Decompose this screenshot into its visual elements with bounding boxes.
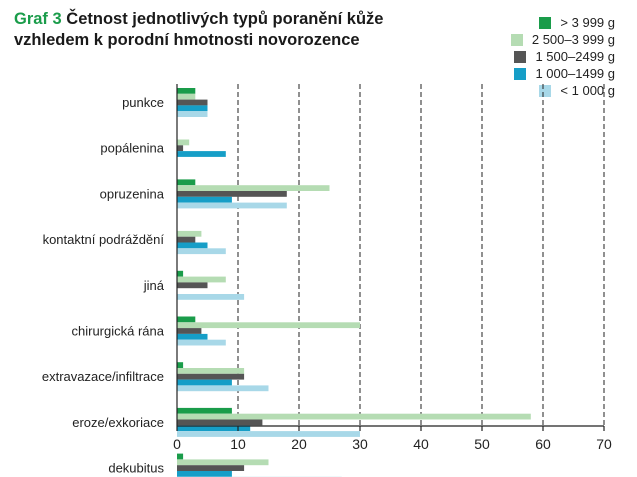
bar	[177, 88, 196, 94]
legend-label: 1 000–1499 g	[535, 66, 615, 81]
legend-item: 1 000–1499 g	[511, 65, 615, 82]
bar	[177, 179, 196, 186]
category-label: extravazace/infiltrace	[42, 369, 164, 384]
bar	[177, 465, 245, 471]
legend-swatch	[539, 84, 552, 97]
legend-label: > 3 999 g	[560, 15, 615, 30]
bar	[177, 236, 196, 243]
bar	[177, 196, 232, 203]
bar	[177, 368, 245, 374]
figure-label: Graf 3	[14, 10, 62, 28]
bar	[177, 362, 184, 368]
bar	[177, 294, 245, 300]
legend: > 3 999 g 2 500–3 999 g 1 500–2499 g 1 000–…	[510, 14, 615, 99]
x-tick-label: 60	[535, 436, 551, 452]
bar	[177, 471, 232, 477]
x-tick-label: 70	[596, 436, 612, 452]
bar	[177, 242, 208, 249]
category-label: chirurgická rána	[72, 324, 165, 339]
category-label: jiná	[143, 278, 165, 293]
bar	[177, 453, 184, 460]
legend-label: 1 500–2499 g	[535, 49, 615, 64]
legend-label: < 1 000 g	[560, 83, 615, 98]
bar	[177, 270, 184, 277]
bar	[177, 379, 232, 386]
bar	[177, 419, 263, 426]
bar	[177, 230, 202, 237]
bar	[177, 99, 208, 106]
legend-item: > 3 999 g	[511, 14, 615, 31]
bar	[177, 248, 226, 255]
category-label: eroze/exkoriace	[72, 415, 164, 430]
legend-label: 2 500–3 999 g	[531, 32, 615, 47]
bar	[177, 191, 287, 197]
bar	[177, 276, 226, 283]
bar	[177, 322, 360, 329]
category-label: kontaktní podráždění	[43, 232, 165, 247]
bar	[177, 111, 208, 117]
bar	[177, 139, 190, 146]
legend-item: 2 500–3 999 g	[510, 31, 615, 48]
bar	[177, 413, 531, 420]
bar	[177, 459, 269, 466]
bar	[177, 333, 208, 340]
legend-swatch	[514, 67, 527, 80]
bar	[177, 373, 245, 380]
figure-title: Četnost jednotlivých typů poranění kůže …	[14, 10, 384, 49]
x-tick-label: 10	[230, 436, 246, 452]
bar	[177, 151, 226, 157]
bar	[177, 145, 184, 152]
x-tick-label: 50	[474, 436, 490, 452]
bar	[177, 407, 232, 414]
category-label: popálenina	[100, 141, 164, 156]
legend-swatch	[514, 50, 527, 63]
x-tick-label: 30	[352, 436, 368, 452]
category-label: punkce	[122, 95, 164, 110]
legend-swatch	[539, 16, 552, 29]
category-label: dekubitus	[108, 461, 164, 476]
bar	[177, 385, 269, 392]
legend-item: 1 500–2499 g	[511, 48, 615, 65]
bar	[177, 105, 208, 112]
bar	[177, 185, 330, 191]
category-label: opruzenina	[100, 186, 165, 201]
x-tick-label: 20	[291, 436, 307, 452]
bar	[177, 339, 226, 346]
chart-title: Graf 3 Četnost jednotlivých typů poraněn…	[14, 9, 454, 51]
x-tick-label: 0	[173, 436, 181, 452]
legend-item: < 1 000 g	[511, 82, 615, 99]
bar	[177, 93, 196, 100]
bar	[177, 282, 208, 289]
bar	[177, 316, 196, 323]
bar	[177, 202, 287, 209]
bar	[177, 431, 360, 437]
legend-swatch	[510, 33, 523, 46]
x-tick-label: 40	[413, 436, 429, 452]
bar	[177, 425, 251, 432]
bar	[177, 328, 202, 334]
